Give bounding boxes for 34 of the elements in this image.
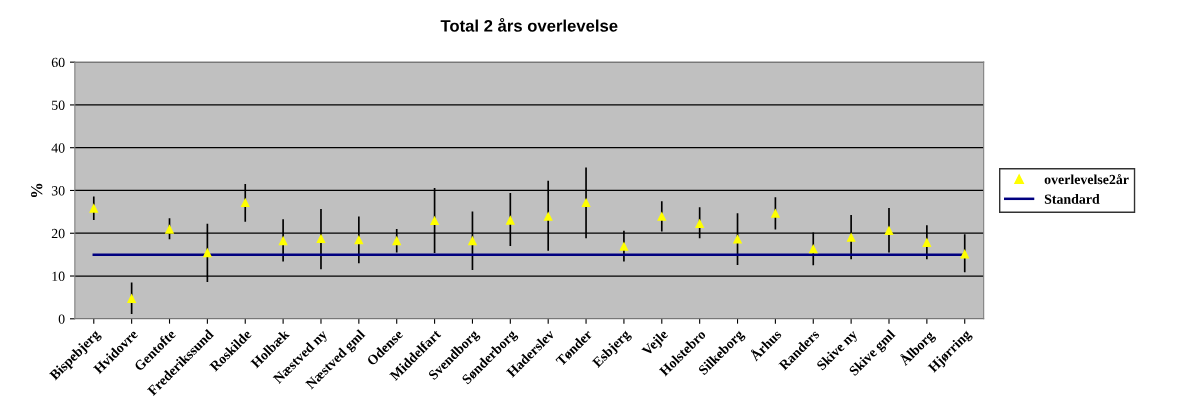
point bbox=[467, 235, 478, 246]
point bbox=[202, 247, 213, 258]
point bbox=[392, 235, 402, 246]
y-tick-label: 0 bbox=[58, 314, 65, 324]
legend-label: overlevelse2år bbox=[1044, 173, 1129, 185]
point bbox=[240, 197, 250, 208]
y-axis-title: % bbox=[31, 183, 43, 198]
point bbox=[164, 224, 175, 234]
legend-label: Standard bbox=[1044, 194, 1100, 204]
y-tick-label: 30 bbox=[51, 186, 65, 196]
y-tick-label: 40 bbox=[51, 143, 65, 153]
point bbox=[808, 243, 818, 254]
point bbox=[429, 215, 440, 226]
point bbox=[884, 225, 894, 235]
point bbox=[505, 215, 515, 225]
y-tick-label: 60 bbox=[51, 57, 65, 68]
point bbox=[581, 197, 591, 208]
point bbox=[619, 241, 629, 251]
point bbox=[695, 218, 705, 229]
y-tick-label: 50 bbox=[52, 100, 65, 110]
point bbox=[846, 232, 856, 242]
point bbox=[770, 208, 781, 218]
point bbox=[316, 233, 326, 244]
y-tick-label: 20 bbox=[51, 228, 65, 239]
point bbox=[922, 237, 932, 247]
y-tick-label: 10 bbox=[52, 271, 65, 281]
point bbox=[89, 203, 99, 213]
point bbox=[732, 234, 743, 244]
point bbox=[354, 235, 364, 245]
chart-title: Total 2 års overlevelse bbox=[440, 17, 618, 32]
point bbox=[126, 293, 137, 303]
point bbox=[278, 235, 288, 246]
point bbox=[543, 211, 553, 221]
point bbox=[657, 211, 667, 221]
